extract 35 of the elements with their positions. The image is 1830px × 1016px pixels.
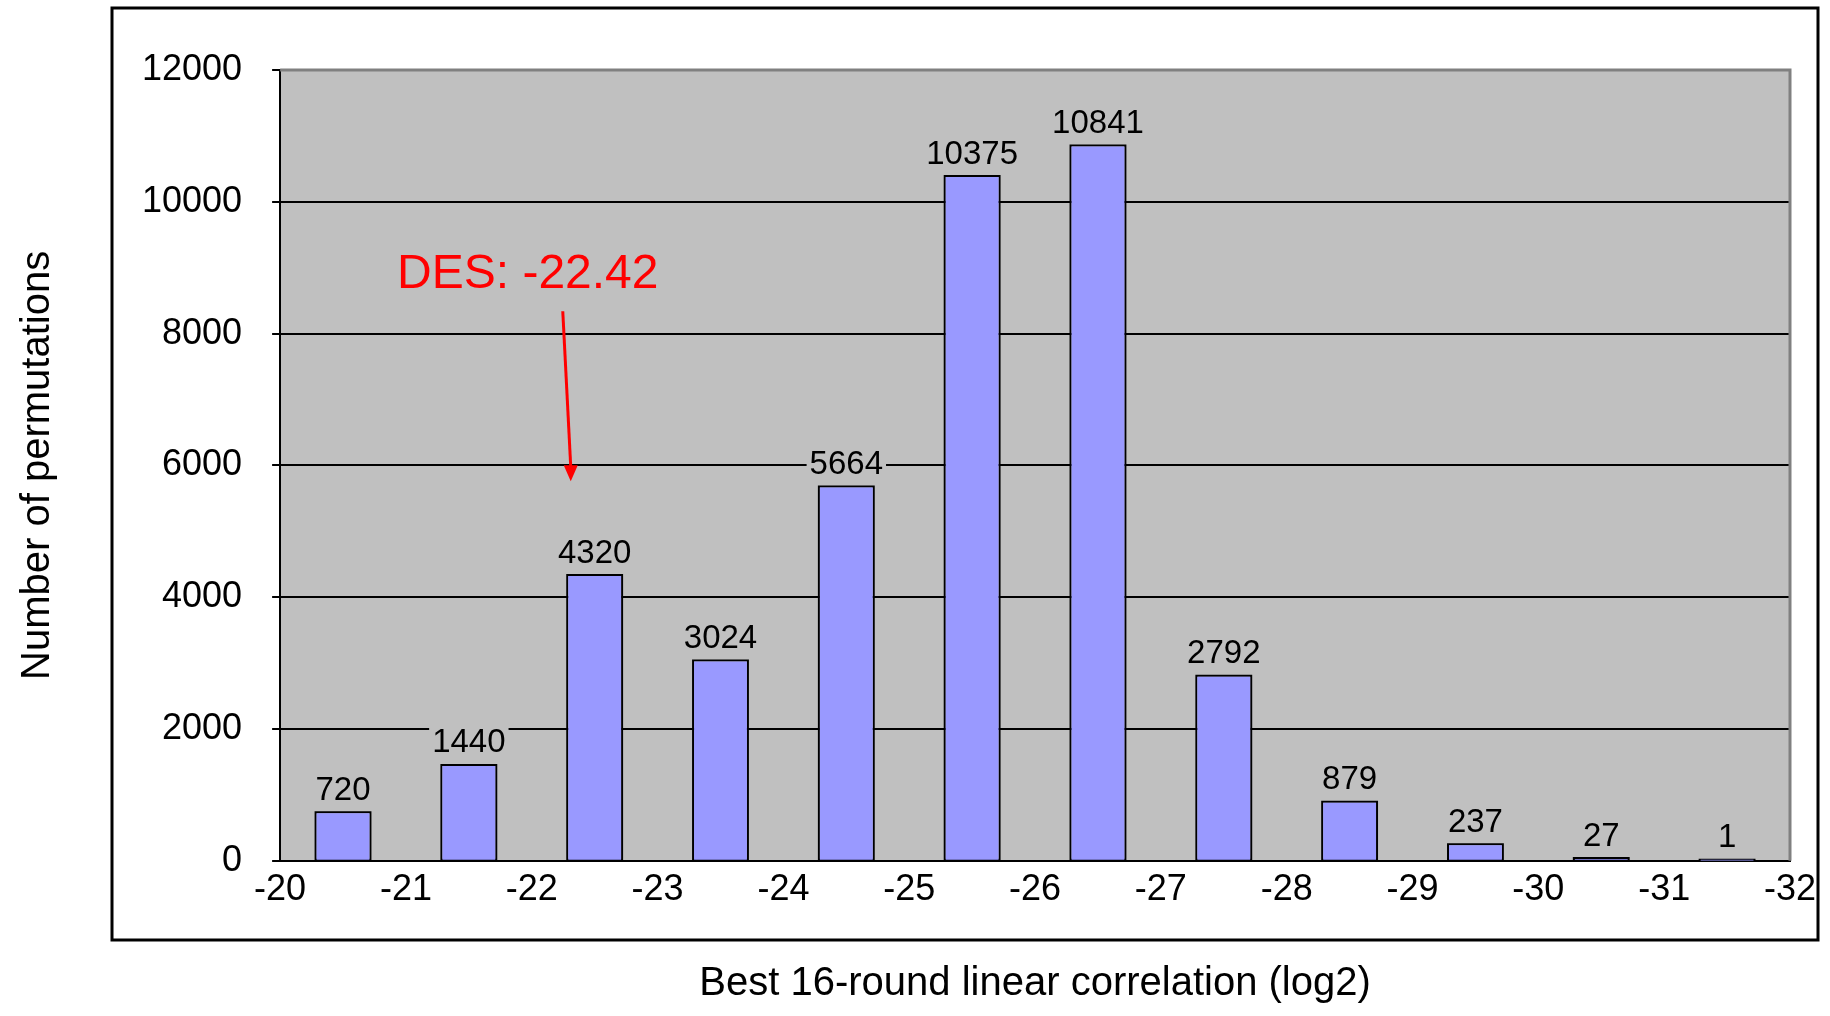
data-label: 720 [315,769,371,807]
y-axis-title: Number of permutations [13,250,58,680]
data-label: 879 [1322,759,1378,797]
y-tick-label: 12000 [142,46,243,88]
y-tick-label: 2000 [162,705,243,747]
x-tick-label: -22 [505,867,558,909]
data-label: 1440 [432,722,506,760]
data-label: 10841 [1052,102,1144,140]
x-tick-label: -31 [1638,867,1691,909]
x-tick-label: -26 [1009,867,1062,909]
data-label: 1 [1717,817,1737,855]
data-label: 10375 [926,133,1019,171]
x-tick-label: -30 [1512,867,1565,909]
data-label: 2792 [1187,633,1261,671]
y-tick-label: 0 [222,837,243,879]
data-label: 3024 [683,618,758,656]
y-tick-label: 8000 [162,310,243,352]
x-tick-label: -23 [631,867,684,909]
x-tick-label: -29 [1386,867,1439,909]
x-tick-label: -21 [379,867,432,909]
y-tick-label: 6000 [162,442,243,484]
data-label: 237 [1447,801,1503,839]
x-tick-label: -32 [1763,867,1817,909]
annotation: DES: -22.42 [397,245,659,299]
y-tick-label: 4000 [162,574,243,616]
x-tick-label: -24 [757,867,810,909]
x-tick-label: -27 [1134,867,1187,909]
x-tick-label: -20 [254,867,307,909]
y-tick-label: 10000 [142,178,243,220]
x-axis-title: Best 16-round linear correlation (log2) [699,959,1371,1004]
x-tick-label: -25 [883,867,936,909]
data-label: 27 [1582,815,1620,853]
data-label: 5664 [809,444,884,482]
data-label: 4320 [557,532,632,570]
x-tick-label: -28 [1260,867,1313,909]
